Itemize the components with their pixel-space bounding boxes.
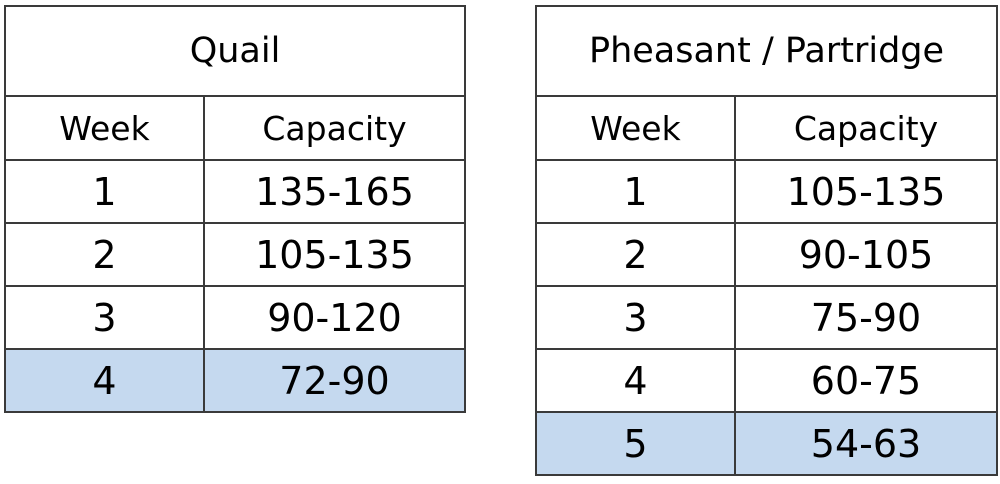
table-row: 1 105-135 xyxy=(535,159,999,224)
capacity-cell: 105-135 xyxy=(202,222,467,287)
capacity-cell: 135-165 xyxy=(202,159,467,224)
week-cell: 1 xyxy=(535,159,736,224)
highlighted-table-row: 5 54-63 xyxy=(535,411,999,476)
capacity-cell: 60-75 xyxy=(733,348,999,413)
week-cell: 5 xyxy=(535,411,736,476)
week-cell: 3 xyxy=(4,285,205,350)
week-cell: 1 xyxy=(4,159,205,224)
week-column-header: Week xyxy=(535,95,736,161)
week-cell: 2 xyxy=(4,222,205,287)
capacity-column-header: Capacity xyxy=(202,95,467,161)
table-title: Pheasant / Partridge xyxy=(534,5,999,97)
pheasant-partridge-capacity-table: Pheasant / Partridge Week Capacity 1 105… xyxy=(534,5,999,476)
table-header-row: Week Capacity xyxy=(535,95,999,161)
week-column-header: Week xyxy=(4,95,205,161)
highlighted-table-row: 4 72-90 xyxy=(4,348,467,413)
table-header-row: Week Capacity xyxy=(4,95,467,161)
capacity-cell: 90-120 xyxy=(202,285,467,350)
quail-capacity-table: Quail Week Capacity 1 135-165 2 105-135 … xyxy=(3,5,467,413)
week-cell: 4 xyxy=(4,348,205,413)
week-cell: 3 xyxy=(535,285,736,350)
capacity-cell: 105-135 xyxy=(733,159,999,224)
table-row: 2 105-135 xyxy=(4,222,467,287)
week-cell: 2 xyxy=(535,222,736,287)
capacity-cell: 90-105 xyxy=(733,222,999,287)
table-title-row: Pheasant / Partridge xyxy=(534,5,999,97)
table-row: 1 135-165 xyxy=(4,159,467,224)
capacity-cell: 54-63 xyxy=(733,411,999,476)
capacity-cell: 75-90 xyxy=(733,285,999,350)
capacity-column-header: Capacity xyxy=(733,95,999,161)
table-row: 3 75-90 xyxy=(535,285,999,350)
table-title-row: Quail xyxy=(3,5,467,97)
table-row: 3 90-120 xyxy=(4,285,467,350)
table-row: 4 60-75 xyxy=(535,348,999,413)
week-cell: 4 xyxy=(535,348,736,413)
table-row: 2 90-105 xyxy=(535,222,999,287)
table-title: Quail xyxy=(3,5,467,97)
capacity-cell: 72-90 xyxy=(202,348,467,413)
